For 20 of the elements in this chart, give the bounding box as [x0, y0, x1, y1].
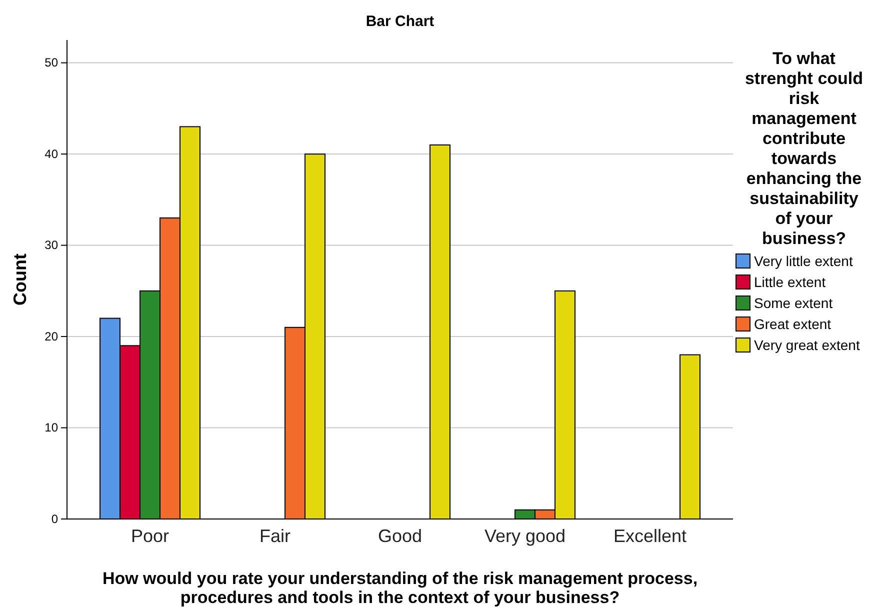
- y-axis-title: Count: [10, 254, 30, 306]
- y-tick-label: 50: [44, 56, 58, 70]
- x-tick-label: Good: [378, 526, 422, 546]
- x-tick-label: Fair: [260, 526, 291, 546]
- x-axis-title: How would you rate your understanding of the risk management process, procedures and tools in the context of your business?: [102, 569, 698, 607]
- x-tick-label: Very good: [484, 526, 566, 546]
- x-tick-label: Excellent: [613, 526, 687, 546]
- y-tick-label: 0: [51, 512, 58, 526]
- y-tick-label: 20: [44, 329, 58, 344]
- y-tick-label: 40: [44, 146, 58, 161]
- x-tick-label: Poor: [130, 526, 170, 546]
- legend-label: Very great extent: [754, 337, 860, 353]
- legend-label: Some extent: [754, 295, 833, 311]
- chart-title: Bar Chart: [366, 13, 434, 30]
- legend-label: Great extent: [754, 316, 832, 332]
- y-tick-label: 30: [44, 238, 58, 252]
- y-tick-label: 10: [44, 420, 58, 435]
- legend-label: Very little extent: [754, 253, 853, 269]
- text: To what strenght could risk management contribute towards enhancing the sustainability of your business?: [744, 49, 864, 248]
- legend-label: Little extent: [754, 274, 826, 290]
